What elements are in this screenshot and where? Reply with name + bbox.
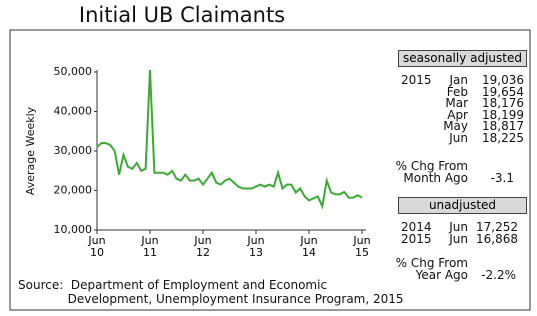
panel-month: May [443,119,468,133]
x-tick-label: Jun 13 [247,234,265,259]
y-tick-label: 40,000 [54,105,93,118]
panel-value: 18,199 [482,107,524,122]
y-tick-label: 30,000 [54,144,93,157]
chart-title: Initial UB Claimants [79,3,285,27]
y-tick-label: 50,000 [54,65,93,78]
data-line [96,69,363,210]
panel-month: Jun [449,220,468,234]
frame [9,29,531,311]
x-tick-label: Jun 12 [194,234,212,259]
x-tick-label: Jun 14 [300,234,318,259]
panel-month: Jun [449,130,468,145]
panel-value: 18,176 [482,96,524,110]
y-tick-label: 20,000 [54,184,93,197]
panel-value: 17,252 [476,220,518,234]
panel-month: Apr [447,107,468,122]
panel-label: % Chg From Month Ago [395,159,468,185]
panel-month: Jan [449,73,469,87]
panel-value: 18,817 [482,119,524,133]
x-tick-label: Jun 10 [88,234,106,259]
panel-month: Feb [446,84,468,99]
y-axis-label: Average Weekly [24,106,37,195]
panel-value: -2.2% [481,268,516,282]
panel-value: 19,654 [482,84,524,99]
panel-year: 2014 [401,220,432,234]
panel-value: -3.1 [490,171,514,185]
panel-month: Mar [445,96,468,110]
panel-value: 18,225 [482,130,524,145]
x-tick-label: Jun 15 [353,234,371,259]
panel-year: 2015 [401,231,432,246]
panel-value: 19,036 [482,73,524,87]
panel-year: 2015 [401,73,432,87]
x-tick-label: Jun 11 [141,234,159,259]
panel-header: unadjusted [398,197,527,214]
panel-value: 16,868 [476,231,518,246]
panel-header: seasonally adjusted [398,50,527,67]
source-note: Source: Department of Employment and Eco… [18,278,404,306]
y-tick-label: 10,000 [54,223,93,236]
panel-label: % Chg From Year Ago [395,256,468,282]
panel-month: Jun [449,231,468,246]
